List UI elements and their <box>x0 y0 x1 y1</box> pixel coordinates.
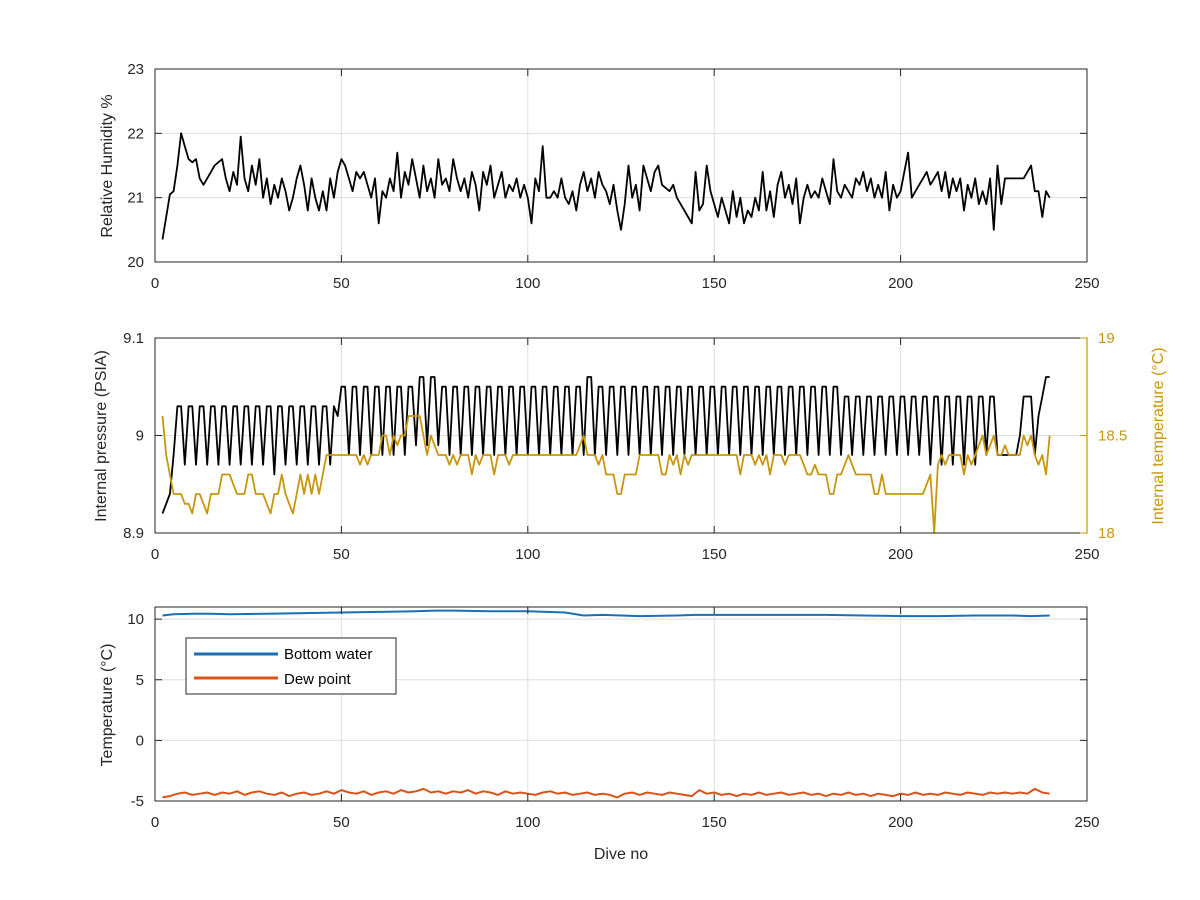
bottom-water-line <box>162 609 1050 618</box>
humidity-y-tick-label: 21 <box>127 190 144 207</box>
legend-box <box>185 637 397 695</box>
internal-temperature-y-tick-label: 19 <box>1098 330 1115 347</box>
internal-temperature-y-tick-label: 18.5 <box>1098 428 1127 445</box>
pressure-temperature-panel: 0 50 100 150 200 250 8.9 9 9.1 18 18.5 19 Internal … <box>93 330 1167 563</box>
pressure-x-tick-label: 0 <box>151 546 159 563</box>
pressure-x-tick-label: 250 <box>1074 546 1099 563</box>
x-axis-label: Dive no <box>594 846 648 863</box>
pressure-line <box>161 376 1050 514</box>
dew-point-line <box>162 787 1050 799</box>
temperature-y-tick-label: 10 <box>127 611 144 628</box>
temperature-x-tick-label: 100 <box>515 814 540 831</box>
pressure-ticks: 0 50 100 150 200 250 8.9 9 9.1 18 18.5 19 <box>123 330 1127 563</box>
temperature-axes-box <box>154 606 1088 802</box>
pressure-temperature-series <box>161 376 1051 534</box>
humidity-x-tick-label: 50 <box>333 275 350 292</box>
humidity-y-axis-label: Relative Humidity % <box>99 94 116 237</box>
temperature-series <box>162 609 1050 799</box>
pressure-y-tick-label: 9.1 <box>123 330 144 347</box>
temperature-x-tick-label: 250 <box>1074 814 1099 831</box>
humidity-y-tick-label: 22 <box>127 125 144 142</box>
humidity-x-tick-label: 0 <box>151 275 159 292</box>
internal-temperature-y-tick-label: 18 <box>1098 525 1115 542</box>
temperature-x-tick-label: 50 <box>333 814 350 831</box>
legend: Bottom water Dew point <box>185 637 397 695</box>
internal-temperature-line <box>161 415 1051 534</box>
humidity-x-tick-label: 150 <box>702 275 727 292</box>
temperature-x-tick-label: 150 <box>702 814 727 831</box>
temperature-panel: 0 50 100 150 200 250 -5 0 5 10 Temperature (°C) D… <box>99 606 1100 863</box>
humidity-x-tick-label: 200 <box>888 275 913 292</box>
humidity-y-tick-label: 20 <box>127 254 144 271</box>
pressure-x-tick-label: 100 <box>515 546 540 563</box>
humidity-series <box>161 132 1051 240</box>
humidity-axes-box <box>154 68 1088 263</box>
pressure-y-tick-label: 8.9 <box>123 525 144 542</box>
pressure-y-tick-label: 9 <box>136 428 144 445</box>
humidity-line <box>161 132 1051 240</box>
temperature-ticks: 0 50 100 150 200 250 -5 0 5 10 <box>127 607 1100 831</box>
humidity-x-tick-label: 100 <box>515 275 540 292</box>
humidity-panel: 0 50 100 150 200 250 20 21 22 23 Relative Humidit… <box>99 61 1100 292</box>
temperature-y-tick-label: 0 <box>136 732 144 749</box>
temperature-x-tick-label: 200 <box>888 814 913 831</box>
legend-label-dew-point: Dew point <box>284 671 352 688</box>
temperature-y-tick-label: 5 <box>136 672 144 689</box>
legend-label-bottom-water: Bottom water <box>284 646 372 663</box>
pressure-x-tick-label: 150 <box>702 546 727 563</box>
temperature-y-axis-label: Temperature (°C) <box>99 644 116 767</box>
humidity-y-tick-label: 23 <box>127 61 144 78</box>
internal-temperature-y-axis-label: Internal temperature (°C) <box>1150 347 1167 524</box>
temperature-x-tick-label: 0 <box>151 814 159 831</box>
temperature-y-tick-label: -5 <box>131 793 144 810</box>
pressure-x-tick-label: 50 <box>333 546 350 563</box>
humidity-x-tick-label: 250 <box>1074 275 1099 292</box>
pressure-y-axis-label: Internal pressure (PSIA) <box>93 350 110 522</box>
pressure-x-tick-label: 200 <box>888 546 913 563</box>
humidity-ticks: 0 50 100 150 200 250 20 21 22 23 <box>127 61 1099 292</box>
